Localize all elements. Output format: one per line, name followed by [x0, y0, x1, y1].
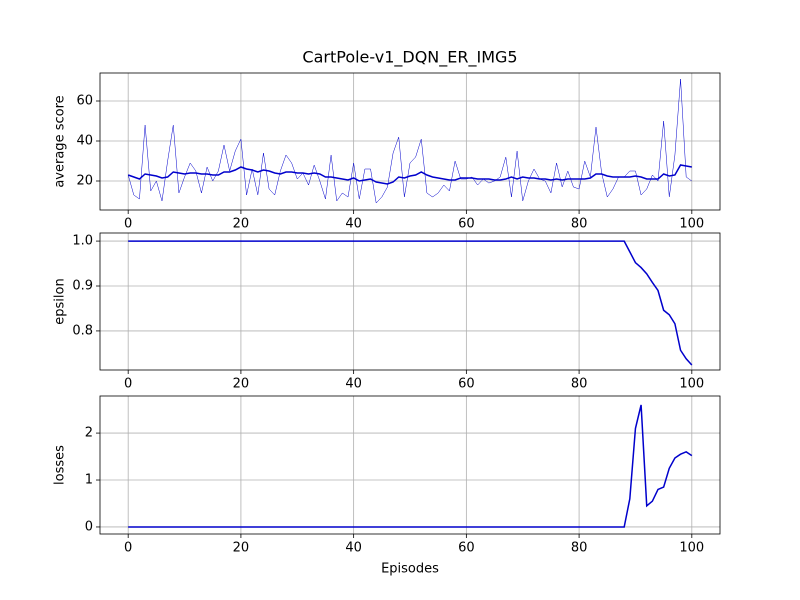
y-tick-label: 1.0 [72, 234, 93, 249]
x-tick-label: 20 [233, 541, 250, 556]
x-tick-label: 80 [571, 217, 588, 232]
x-tick-label: 0 [124, 377, 132, 392]
chart-title: CartPole-v1_DQN_ER_IMG5 [302, 48, 517, 68]
x-tick-label: 100 [679, 377, 704, 392]
y-tick-label: 0 [85, 519, 93, 534]
x-tick-label: 100 [679, 217, 704, 232]
x-tick-label: 20 [233, 217, 250, 232]
data-line [128, 404, 693, 528]
y-axis-label: epsilon [53, 278, 68, 324]
x-tick-label: 0 [124, 217, 132, 232]
y-tick-label: 1 [85, 473, 93, 488]
y-tick-label: 40 [76, 134, 93, 149]
axes-frame [99, 72, 721, 211]
x-tick-label: 60 [458, 377, 475, 392]
y-axis-label: average score [53, 95, 68, 187]
x-tick-label: 20 [233, 377, 250, 392]
y-tick-label: 20 [76, 174, 93, 189]
x-tick-label: 40 [345, 377, 362, 392]
x-axis-label: Episodes [381, 562, 439, 577]
x-tick-label: 80 [571, 541, 588, 556]
y-tick-label: 0.9 [72, 279, 93, 294]
data-line [127, 78, 692, 204]
axes-frame [99, 395, 721, 535]
y-tick-label: 2 [85, 426, 93, 441]
y-tick-label: 60 [76, 94, 93, 109]
data-line [128, 240, 693, 366]
x-tick-label: 0 [124, 541, 132, 556]
x-tick-label: 80 [571, 377, 588, 392]
x-tick-label: 100 [679, 541, 704, 556]
x-tick-label: 40 [345, 217, 362, 232]
x-tick-label: 60 [458, 541, 475, 556]
y-axis-label: losses [53, 445, 68, 485]
data-line [127, 164, 692, 185]
axes-frame [99, 232, 721, 371]
x-tick-label: 60 [458, 217, 475, 232]
x-tick-label: 40 [345, 541, 362, 556]
y-tick-label: 0.8 [72, 323, 93, 338]
